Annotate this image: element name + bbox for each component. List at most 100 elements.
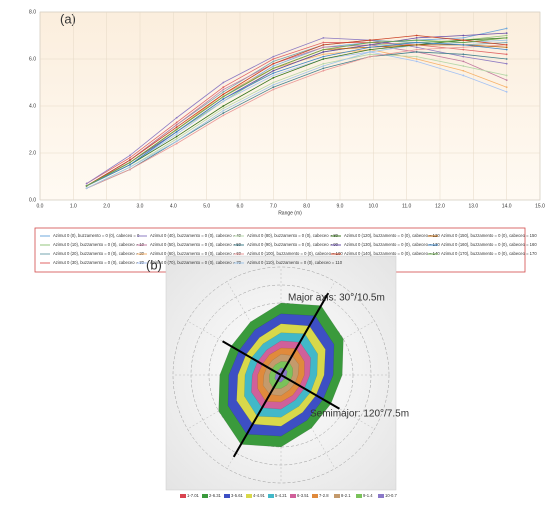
data-point — [415, 34, 418, 37]
data-point — [505, 53, 508, 56]
legend-label: Azimut 0 (110), buzzamento = 0 (0), cabe… — [247, 260, 343, 265]
x-tick-label: 0.0 — [37, 203, 44, 209]
data-point — [129, 154, 131, 157]
data-point — [369, 53, 371, 56]
legend-swatch — [180, 494, 186, 498]
legend-label: 3-5.61 — [231, 493, 244, 498]
legend-label: Azimut 0 (130), buzzamento = 0 (0), cabe… — [344, 242, 440, 247]
data-point — [222, 91, 225, 93]
legend-label: 9-1.4 — [363, 493, 373, 498]
data-point — [415, 41, 418, 44]
data-point — [222, 95, 225, 98]
legend-label: Azimut 0 (20), buzzamento = 0 (0), cabec… — [53, 251, 145, 256]
data-point — [462, 36, 465, 39]
data-point — [415, 51, 418, 53]
x-tick-label: 3.0 — [137, 203, 144, 209]
legend-swatch — [224, 494, 230, 498]
data-point — [272, 88, 275, 91]
data-point — [322, 48, 325, 51]
data-point — [369, 55, 371, 58]
data-point — [272, 69, 275, 72]
data-point — [505, 62, 508, 65]
data-point — [222, 114, 225, 117]
data-point — [322, 46, 325, 49]
y-tick-label: 8.0 — [29, 9, 36, 15]
data-point — [462, 46, 465, 49]
legend-label: Azimut 0 (140), buzzamento = 0 (0), cabe… — [344, 251, 440, 256]
x-tick-label: 12.0 — [435, 203, 445, 209]
x-tick-label: 9.0 — [337, 203, 344, 209]
legend-swatch — [246, 494, 252, 498]
data-point — [505, 41, 508, 44]
data-point — [505, 79, 508, 82]
data-point — [272, 65, 275, 67]
data-point — [272, 67, 275, 70]
data-point — [272, 86, 275, 89]
axis-line — [222, 340, 340, 410]
data-point — [369, 51, 371, 53]
data-point — [462, 41, 465, 44]
series-line — [86, 32, 507, 187]
legend-label: Azimut 0 (100), buzzamento = 0 (0), cabe… — [247, 251, 343, 256]
data-point — [222, 86, 225, 89]
data-point — [322, 67, 325, 70]
legend-label: 8-2.1 — [341, 493, 351, 498]
data-point — [129, 166, 131, 169]
data-point — [505, 86, 508, 89]
data-point — [175, 123, 178, 126]
data-point — [175, 135, 178, 138]
data-point — [505, 74, 508, 77]
legend-label: Azimut 0 (50), buzzamento = 0 (0), cabec… — [150, 242, 242, 247]
data-point — [272, 72, 275, 74]
data-point — [462, 34, 465, 37]
data-point — [272, 76, 275, 79]
data-point — [505, 34, 508, 37]
data-point — [175, 140, 178, 143]
legend-label: 10-0.7 — [385, 493, 398, 498]
data-point — [369, 39, 371, 42]
data-point — [322, 55, 325, 58]
data-point — [129, 159, 131, 161]
legend-label: Azimut 0 (160), buzzamento = 0 (0), cabe… — [441, 242, 537, 247]
legend-label: 1-7.01 — [187, 493, 200, 498]
data-point — [222, 112, 225, 114]
legend-swatch — [290, 494, 296, 498]
legend-label: 6-3.51 — [297, 493, 310, 498]
x-tick-label: 11.0 — [402, 203, 412, 209]
data-point — [505, 46, 508, 49]
legend-label: Azimut 0 (90), buzzamento = 0 (0), cabec… — [247, 242, 339, 247]
legend-swatch — [378, 494, 384, 498]
data-point — [222, 93, 225, 96]
data-point — [272, 83, 275, 86]
x-tick-label: 13.0 — [468, 203, 478, 209]
data-point — [322, 65, 325, 67]
series-line — [86, 37, 507, 184]
data-point — [272, 55, 275, 58]
data-point — [462, 44, 465, 46]
data-point — [322, 58, 325, 60]
ring — [172, 266, 390, 484]
data-point — [415, 46, 418, 49]
data-point — [129, 168, 131, 171]
data-point — [175, 130, 178, 133]
data-point — [505, 44, 508, 46]
legend-label: 4-4.91 — [253, 493, 266, 498]
annotation: Major axis: 30°/10.5m — [288, 293, 385, 304]
data-point — [462, 60, 465, 63]
legend-label: 2-6.31 — [209, 493, 222, 498]
data-point — [415, 44, 418, 46]
data-point — [272, 60, 275, 63]
ring — [190, 284, 372, 466]
legend-label: Azimut 0 (170), buzzamento = 0 (0), cabe… — [441, 251, 537, 256]
data-point — [175, 138, 178, 140]
x-tick-label: 15.0 — [535, 203, 545, 209]
series-line — [86, 51, 507, 187]
legend-label: Azimut 0 (80), buzzamento = 0 (0), cabec… — [247, 233, 339, 238]
series-line — [86, 37, 507, 187]
data-point — [369, 44, 371, 46]
data-point — [415, 39, 418, 42]
legend-label: Azimut 0 (70), buzzamento = 0 (0), cabec… — [150, 260, 242, 265]
data-point — [85, 185, 88, 187]
legend-label: Azimut 0 (10), buzzamento = 0 (0), cabec… — [53, 242, 145, 247]
